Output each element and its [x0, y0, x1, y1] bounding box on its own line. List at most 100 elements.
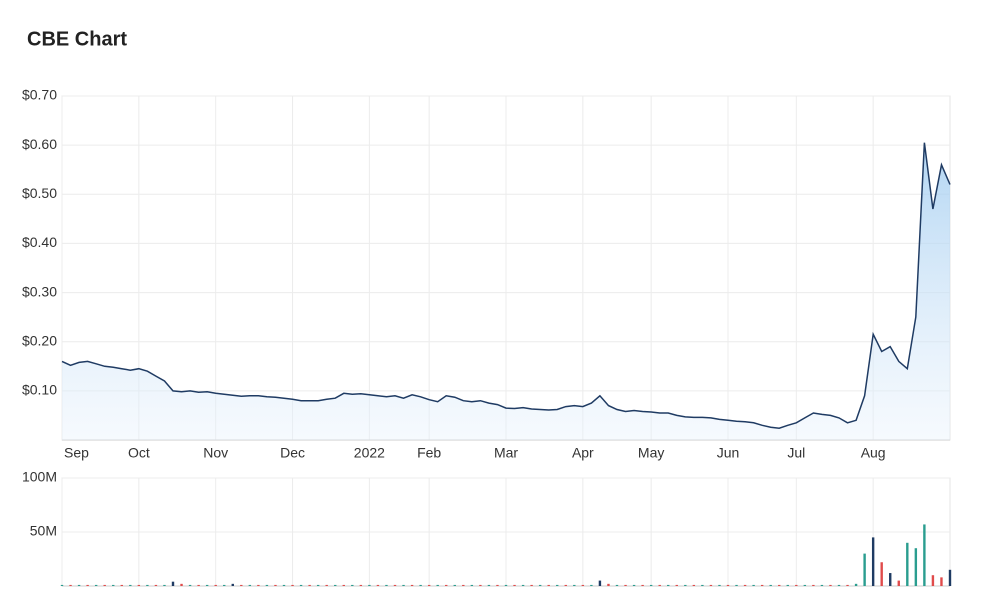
volume-bar [607, 583, 610, 586]
volume-bar [376, 584, 380, 586]
x-tick-label: Jun [717, 445, 740, 461]
volume-bar [556, 584, 559, 586]
volume-bar [86, 584, 89, 586]
volume-bar [573, 584, 576, 586]
price-area [62, 142, 950, 440]
volume-bar [658, 584, 661, 586]
chart-title: CBE Chart [27, 28, 127, 50]
volume-bar [334, 584, 337, 586]
volume-bar [812, 584, 815, 586]
volume-bar [257, 584, 260, 586]
y-tick-label: $0.40 [22, 234, 57, 250]
volume-bar [154, 584, 158, 586]
volume-bar [342, 584, 345, 586]
y-tick-label: $0.30 [22, 283, 57, 299]
volume-bar [77, 584, 81, 586]
volume-bar [803, 584, 807, 586]
x-tick-label: Nov [203, 445, 228, 461]
volume-bar [624, 584, 627, 586]
volume-bar [299, 584, 303, 586]
volume-bar [615, 584, 619, 586]
volume-bar [735, 584, 738, 586]
volume-bar [837, 584, 841, 586]
volume-bar [462, 584, 465, 586]
y-tick-label: $0.70 [22, 87, 57, 103]
volume-bar [274, 584, 277, 586]
volume-bar [667, 584, 670, 586]
volume-bar [316, 584, 320, 586]
volume-bar [923, 524, 926, 586]
volume-bar [180, 583, 183, 586]
volume-bar [223, 584, 226, 586]
volume-bar [718, 584, 721, 586]
volume-bar [171, 581, 175, 586]
volume-bar [402, 584, 405, 586]
volume-bar [530, 584, 533, 586]
volume-bar [197, 584, 200, 586]
volume-bar [120, 584, 123, 586]
y-tick-label: $0.60 [22, 136, 57, 152]
volume-bar [726, 584, 730, 586]
volume-bar [940, 577, 943, 586]
volume-bar [863, 553, 866, 586]
volume-bar [265, 584, 269, 586]
volume-bar [112, 584, 115, 586]
volume-bar [769, 584, 772, 586]
volume-bar [897, 580, 900, 586]
volume-bar [829, 584, 832, 586]
volume-bar [496, 584, 499, 586]
volume-bar [743, 584, 747, 586]
volume-bar [581, 584, 585, 586]
x-tick-label: Mar [494, 445, 518, 461]
volume-bar [752, 584, 755, 586]
volume-bar [701, 584, 704, 586]
x-tick-label: 2022 [354, 445, 385, 461]
volume-bar [291, 584, 294, 586]
volume-bar [240, 584, 243, 586]
volume-bar [69, 584, 72, 586]
volume-bar [453, 584, 456, 586]
volume-bar [445, 584, 448, 586]
volume-bar [641, 584, 644, 586]
volume-bar [419, 584, 422, 586]
volume-bar [308, 584, 311, 586]
volume-bar [351, 584, 354, 586]
volume-bar [427, 584, 431, 586]
volume-bar [163, 584, 166, 586]
price-line [61, 142, 951, 429]
x-tick-label: Jul [787, 445, 805, 461]
volume-bar [538, 584, 542, 586]
volume-bar [129, 584, 132, 586]
volume-bar [795, 584, 798, 586]
x-tick-label: Oct [128, 445, 150, 461]
volume-bar [103, 584, 106, 586]
volume-bar [786, 584, 789, 586]
volume-bar [436, 584, 439, 586]
volume-bar [137, 584, 141, 586]
volume-bar [385, 584, 388, 586]
volume-bar [948, 569, 952, 586]
volume-bar [205, 584, 209, 586]
x-tick-label: Feb [417, 445, 441, 461]
volume-bar [470, 584, 474, 586]
volume-bar [521, 584, 525, 586]
volume-bar [675, 584, 678, 586]
volume-bar [410, 584, 414, 586]
volume-bar [598, 580, 602, 586]
volume-bar [487, 584, 491, 586]
volume-bar [479, 584, 482, 586]
volume-bar [359, 584, 363, 586]
volume-bar [504, 584, 508, 586]
volume-bar [709, 584, 713, 586]
volume-bar [649, 584, 653, 586]
volume-bar [188, 584, 192, 586]
y-tick-label: 50M [30, 523, 57, 539]
volume-bar [820, 584, 824, 586]
volume-bar [60, 584, 64, 586]
volume-bar [368, 584, 371, 586]
y-tick-label: 100M [22, 469, 57, 485]
volume-bar [846, 584, 849, 586]
x-tick-label: Sep [64, 445, 89, 461]
x-tick-label: Apr [572, 445, 594, 461]
